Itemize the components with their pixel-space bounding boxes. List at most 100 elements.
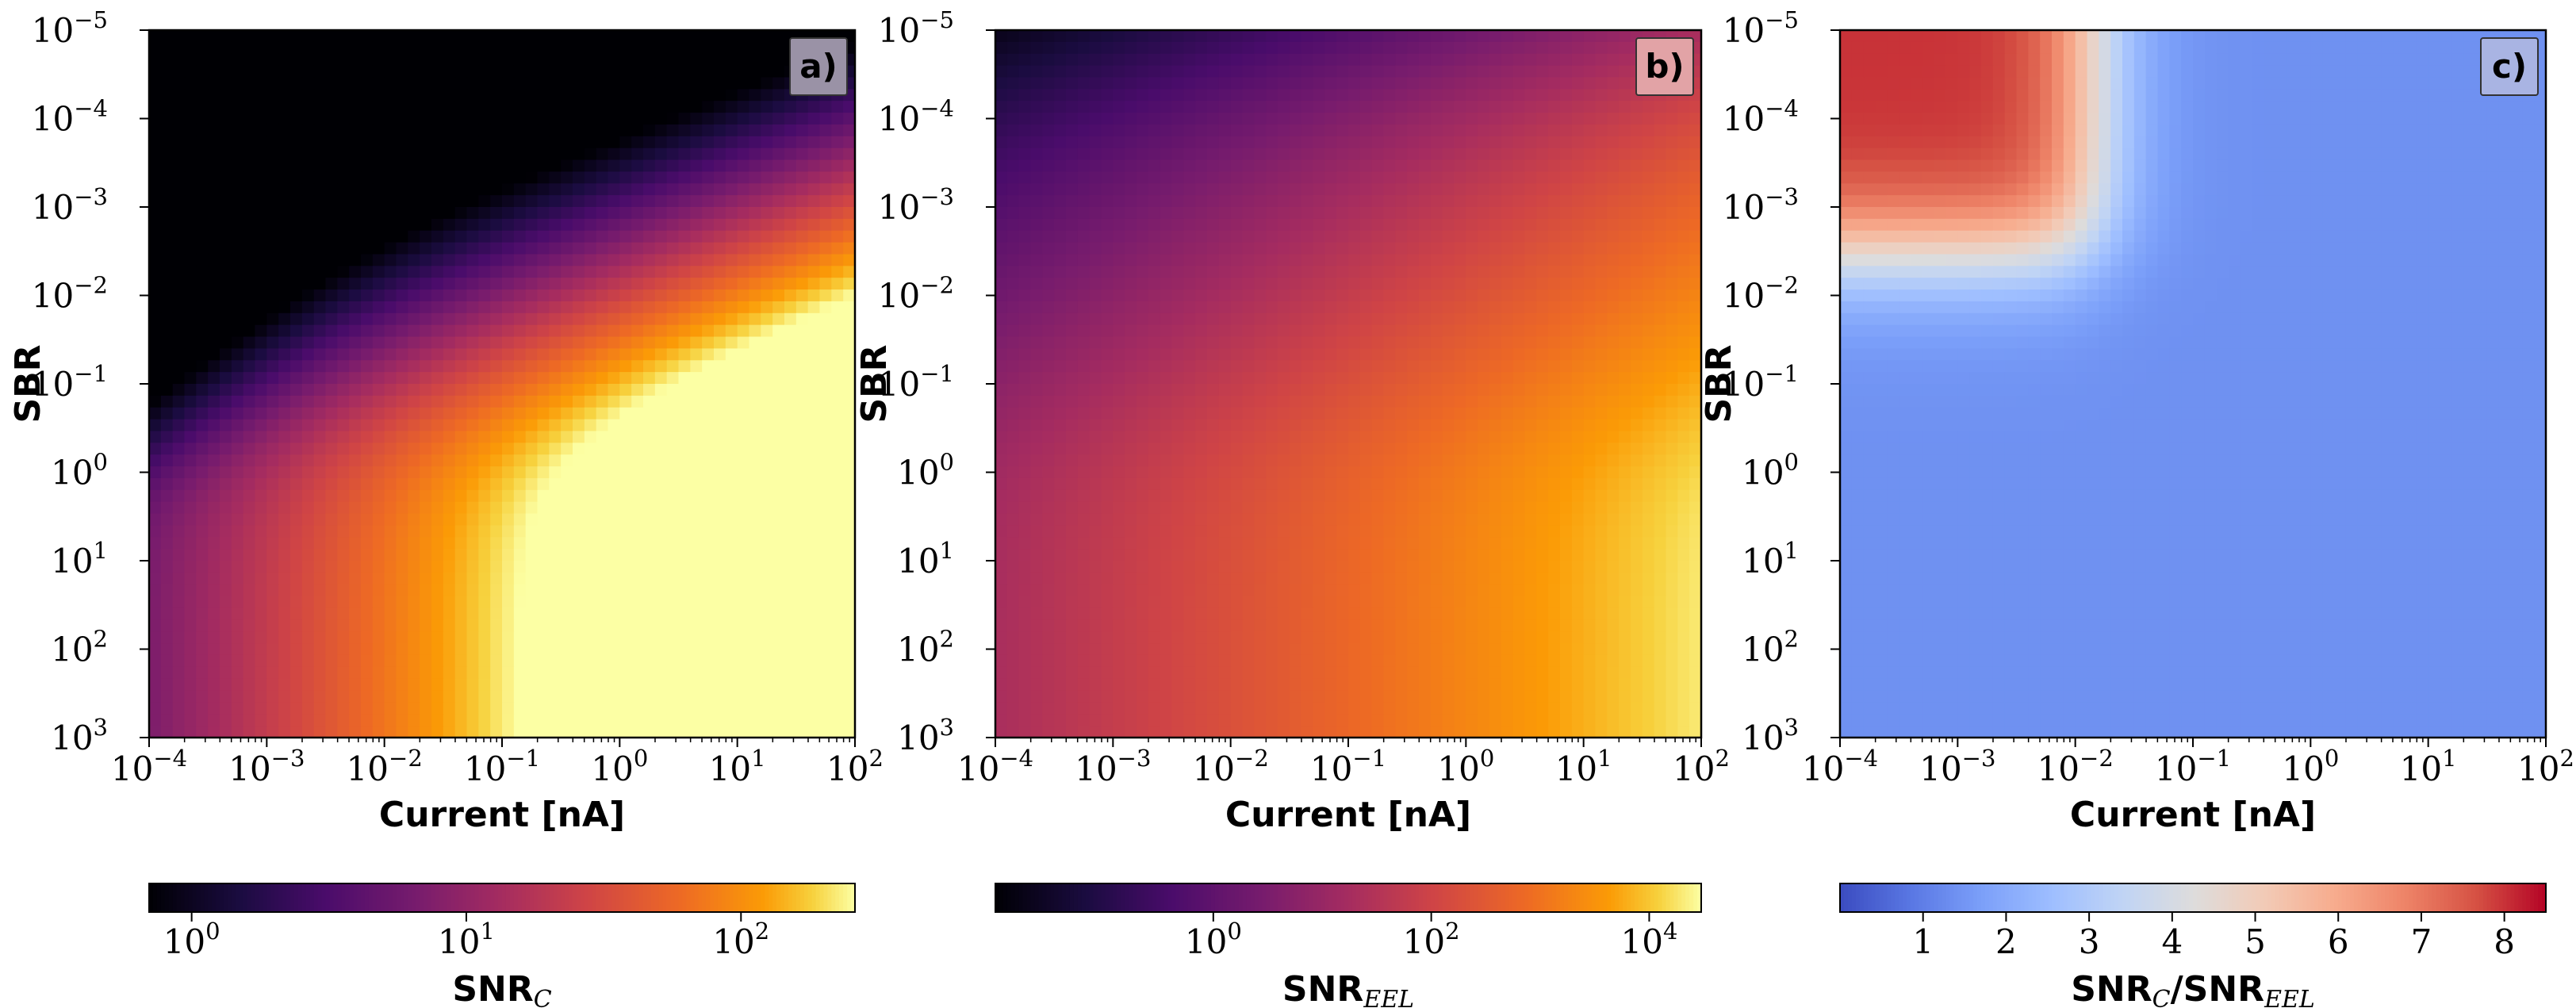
heatmap-cell [149,384,162,397]
heatmap-cell [196,643,209,656]
heatmap-cell [643,278,656,290]
heatmap-cell [631,171,644,184]
heatmap-cell [266,419,279,432]
heatmap-cell [454,678,468,692]
heatmap-cell [795,171,809,184]
heatmap-cell [513,477,527,491]
heatmap-cell [549,584,562,597]
heatmap-cell [1619,113,1631,125]
heatmap-cell [1489,230,1502,243]
heatmap-cell [1301,230,1314,243]
heatmap-cell [749,561,761,573]
colorbar-segment [545,883,550,912]
heatmap-cell [1536,89,1549,102]
heatmap-cell [819,230,832,243]
heatmap-cell [631,549,644,561]
heatmap-cell [454,195,468,208]
heatmap-cell [608,384,620,397]
heatmap-cell [443,30,456,43]
heatmap-cell [478,148,491,161]
heatmap-cell [454,419,468,432]
heatmap-cell [619,242,632,255]
heatmap-cell [714,278,726,290]
heatmap-cell [1148,159,1161,172]
heatmap-cell [831,654,844,668]
heatmap-cell [208,726,220,738]
heatmap-cell [443,101,456,113]
heatmap-cell [1619,89,1631,102]
heatmap-cell [784,242,797,255]
heatmap-cell [749,207,761,220]
heatmap-cell [1066,113,1079,125]
heatmap-cell [1030,41,1043,55]
heatmap-cell [995,77,1008,90]
heatmap-cell [1677,101,1690,113]
heatmap-cell [513,572,527,585]
heatmap-cell [313,501,327,515]
heatmap-cell [372,77,385,90]
heatmap-cell [584,124,597,137]
heatmap-cell [761,348,773,361]
heatmap-cell [1183,195,1196,208]
heatmap-cell [1524,101,1537,113]
heatmap-cell [255,278,267,290]
heatmap-cell [278,89,291,102]
heatmap-cell [149,726,162,738]
heatmap-cell [819,113,832,125]
heatmap-cell [666,124,680,137]
heatmap-cell [1371,183,1385,196]
heatmap-cell [301,395,315,408]
heatmap-cell [843,454,856,467]
heatmap-cell [384,501,397,515]
heatmap-cell [737,572,750,585]
heatmap-cell [220,501,232,515]
heatmap-cell [1030,136,1043,149]
heatmap-cell [807,631,821,644]
heatmap-cell [502,631,515,644]
heatmap-cell [396,372,408,385]
heatmap-cell [1077,242,1091,255]
heatmap-cell [266,183,279,196]
heatmap-cell [466,89,479,102]
heatmap-cell [290,254,303,266]
heatmap-cell [596,572,609,585]
heatmap-cell [290,596,303,609]
heatmap-cell [1242,41,1255,55]
heatmap-cell [619,501,632,515]
heatmap-cell [596,101,609,113]
heatmap-cell [349,312,362,326]
heatmap-cell [255,654,267,668]
heatmap-cell [301,159,315,172]
heatmap-cell [431,596,444,609]
heatmap-cell [1689,101,1702,113]
heatmap-cell [1501,41,1514,55]
heatmap-cell [1383,65,1396,79]
heatmap-cell [795,690,809,703]
heatmap-cell [749,631,761,644]
heatmap-cell [231,714,244,726]
heatmap-cell [454,336,468,349]
heatmap-cell [1642,148,1655,161]
heatmap-cell [1454,242,1466,255]
heatmap-cell [255,572,267,585]
heatmap-cell [466,631,479,644]
heatmap-cell [843,384,856,397]
heatmap-cell [1501,207,1514,220]
heatmap-cell [220,549,232,561]
heatmap-cell [502,525,515,538]
heatmap-cell [349,643,362,656]
heatmap-cell [337,666,350,680]
heatmap-cell [831,348,844,361]
heatmap-cell [666,690,680,703]
heatmap-cell [678,171,691,184]
heatmap-cell [184,643,197,656]
heatmap-cell [443,148,456,161]
heatmap-cell [1171,148,1184,161]
heatmap-cell [513,596,527,609]
heatmap-cell [337,195,350,208]
heatmap-cell [196,324,209,338]
heatmap-cell [772,631,785,644]
heatmap-cell [349,159,362,172]
heatmap-cell [1524,148,1537,161]
heatmap-cell [231,89,244,102]
